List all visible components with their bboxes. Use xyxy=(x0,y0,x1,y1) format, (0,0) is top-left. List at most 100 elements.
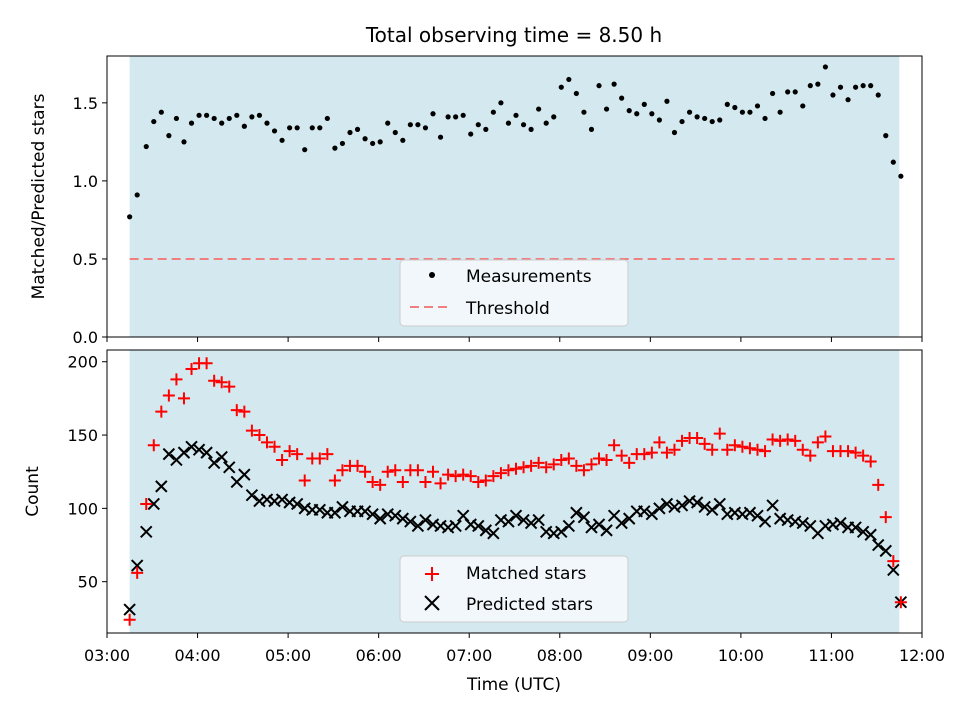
predicted-star-point xyxy=(275,493,289,506)
predicted-star-point xyxy=(223,461,236,474)
measurement-point xyxy=(558,84,564,90)
matched-star-point xyxy=(336,464,349,477)
measurement-point xyxy=(188,120,195,126)
predicted-star-point xyxy=(509,509,523,522)
measurement-point xyxy=(679,118,685,125)
predicted-star-point xyxy=(532,513,545,527)
matched-star-point xyxy=(781,433,794,446)
predicted-star-point xyxy=(123,603,136,616)
matched-star-point xyxy=(374,478,387,491)
measurement-point xyxy=(377,139,383,145)
matched-star-point xyxy=(434,477,447,490)
measurement-point xyxy=(603,106,610,112)
predicted-star-point xyxy=(245,488,259,502)
predicted-star-point xyxy=(517,513,530,527)
x-tick-label: 10:00 xyxy=(718,646,764,665)
measurement-point xyxy=(332,145,338,151)
measurement-point xyxy=(815,81,821,87)
matched-star-point xyxy=(510,462,523,475)
measurement-point xyxy=(732,104,738,111)
matched-star-point xyxy=(487,470,500,483)
measurement-point xyxy=(807,83,813,89)
matched-star-point xyxy=(562,452,575,465)
measurement-point xyxy=(769,90,776,97)
legend-marker-predicted xyxy=(424,595,440,611)
matched-star-point xyxy=(517,461,530,474)
matched-star-point xyxy=(268,440,281,453)
measurement-point xyxy=(852,84,859,90)
measurement-point xyxy=(294,125,300,131)
plot-frame-bottom xyxy=(106,349,923,634)
matched-star-point xyxy=(238,405,251,418)
predicted-star-point xyxy=(849,521,862,534)
measurement-point xyxy=(151,118,157,125)
matched-star-point xyxy=(585,458,598,471)
matched-star-point xyxy=(872,478,885,491)
predicted-star-point xyxy=(562,519,576,533)
matched-star-point xyxy=(600,453,613,466)
matched-star-point xyxy=(819,430,832,443)
matched-star-point xyxy=(185,363,198,376)
predicted-star-point xyxy=(698,500,711,514)
predicted-star-point xyxy=(200,446,213,459)
measurement-point xyxy=(536,106,542,112)
matched-star-point xyxy=(313,452,326,465)
y-axis-ticks-top: 0.0 0.5 1.0 1.5 xyxy=(73,94,107,347)
matched-star-point xyxy=(366,475,379,488)
y-tick-label: 1.5 xyxy=(73,94,98,113)
predicted-star-point xyxy=(675,499,689,512)
measurement-point xyxy=(641,101,647,107)
matched-star-point xyxy=(842,445,855,458)
predicted-star-point xyxy=(140,525,153,539)
measurement-point xyxy=(347,129,353,136)
matched-star-point xyxy=(479,474,492,487)
matched-star-point xyxy=(494,467,507,480)
predicted-star-point xyxy=(389,509,402,522)
measurement-point xyxy=(830,92,836,98)
matched-star-point xyxy=(849,446,862,459)
measurement-point xyxy=(475,122,481,128)
y-axis-label-top: Matched/Predicted stars xyxy=(29,93,49,299)
matched-star-point xyxy=(676,434,689,447)
predicted-star-point xyxy=(130,559,144,572)
measurement-point xyxy=(271,128,278,134)
matched-star-point xyxy=(419,475,432,488)
matched-star-point xyxy=(668,443,681,456)
matched-star-point xyxy=(887,555,900,568)
matched-star-point xyxy=(389,464,402,477)
predicted-star-point xyxy=(366,508,379,521)
predicted-star-point xyxy=(449,519,462,533)
measurement-point xyxy=(317,125,323,131)
predicted-star-point xyxy=(147,497,160,511)
measurement-point xyxy=(134,192,140,198)
measurement-point xyxy=(649,111,655,117)
predicted-star-point xyxy=(585,521,598,534)
x-tick-label: 05:00 xyxy=(265,646,311,665)
y-tick-label: 150 xyxy=(67,426,98,445)
predicted-star-point xyxy=(592,518,606,531)
measurement-point xyxy=(551,114,557,120)
y-tick-label: 0.0 xyxy=(73,328,98,347)
legend-top: Measurements Threshold xyxy=(399,259,629,327)
measurement-point xyxy=(581,109,587,115)
predicted-star-point xyxy=(766,499,779,512)
matched-star-point xyxy=(532,456,545,469)
measurement-point xyxy=(875,92,881,98)
matched-star-point xyxy=(131,566,144,579)
measurement-point xyxy=(898,173,904,179)
predicted-star-point xyxy=(238,468,251,481)
matched-star-point xyxy=(698,437,711,450)
matched-star-point xyxy=(653,436,666,449)
predicted-star-point xyxy=(479,524,493,537)
predicted-star-point xyxy=(615,516,628,530)
matched-star-point xyxy=(215,376,228,389)
measurement-point xyxy=(370,140,376,147)
legend-marker-measurements xyxy=(429,272,435,278)
y-tick-label: 50 xyxy=(78,573,98,592)
matched-star-point xyxy=(381,465,394,478)
predicted-star-point xyxy=(207,456,221,470)
panel-counts: 50 100 150 200 03:00 04:00 05:00 06:00 07:00 08:… xyxy=(23,349,945,695)
measurement-point xyxy=(792,89,798,95)
predicted-star-point xyxy=(215,450,228,464)
